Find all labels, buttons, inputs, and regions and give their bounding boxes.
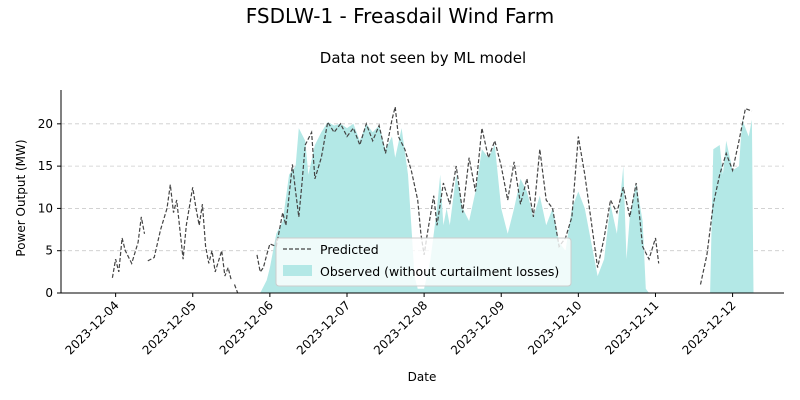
y-tick-label: 15: [38, 159, 53, 173]
x-tick-label: 2023-12-10: [525, 298, 584, 357]
predicted-line: [233, 284, 239, 294]
x-tick-label: 2023-12-07: [294, 298, 353, 357]
x-tick-label: 2023-12-05: [140, 298, 199, 357]
observed-area: [710, 119, 754, 293]
x-tick-label: 2023-12-06: [217, 298, 276, 357]
y-tick-label: 5: [45, 244, 53, 258]
predicted-line: [147, 184, 232, 281]
x-tick-label: 2023-12-11: [602, 298, 661, 357]
y-tick-label: 20: [38, 117, 53, 131]
y-axis-label: Power Output (MW): [14, 139, 28, 256]
x-tick-label: 2023-12-08: [371, 298, 430, 357]
predicted-line-group: [111, 106, 753, 294]
legend-box: [275, 237, 572, 287]
x-tick-label: 2023-12-09: [448, 298, 507, 357]
y-tick-label: 10: [38, 201, 53, 215]
x-axis-label: Date: [408, 370, 437, 384]
y-tick-label: 0: [45, 286, 53, 300]
y-ticks: 0 5 10 15 20: [38, 117, 61, 300]
legend-observed-label: Observed (without curtailment losses): [320, 264, 559, 279]
legend-observed-swatch: [283, 265, 312, 276]
predicted-line: [111, 216, 146, 278]
gridlines: [61, 123, 784, 252]
x-ticks: 2023-12-04 2023-12-05 2023-12-06 2023-12-07…: [63, 293, 739, 357]
x-tick-label: 2023-12-04: [63, 298, 122, 357]
x-tick-label: 2023-12-12: [679, 298, 738, 357]
predicted-line: [256, 106, 660, 274]
figure-suptitle: FSDLW-1 - Freasdail Wind Farm: [246, 4, 555, 28]
chart-title: Data not seen by ML model: [320, 49, 526, 67]
predicted-line: [699, 107, 753, 285]
legend: Predicted Observed (without curtailment …: [275, 237, 572, 287]
legend-predicted-label: Predicted: [320, 242, 379, 257]
